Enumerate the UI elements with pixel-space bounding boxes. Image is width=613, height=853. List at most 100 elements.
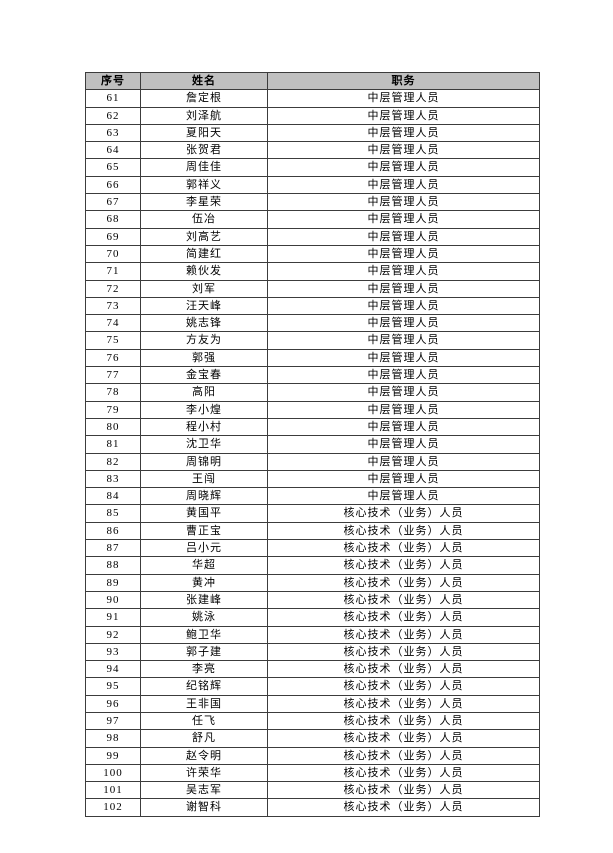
table-row: 70 简建红 中层管理人员 bbox=[85, 244, 540, 264]
table-row: 84 周晓辉 中层管理人员 bbox=[85, 487, 540, 506]
name-cell: 金宝春 bbox=[140, 366, 268, 385]
name-cell: 汪天峰 bbox=[140, 296, 268, 316]
table-row: 100 许荣华 核心技术（业务）人员 bbox=[85, 763, 540, 783]
table-row: 91 姚泳 核心技术（业务）人员 bbox=[85, 608, 540, 627]
title-cell: 中层管理人员 bbox=[267, 210, 540, 229]
name-cell: 黄冲 bbox=[140, 573, 268, 592]
table-row: 86 曹正宝 核心技术（业务）人员 bbox=[85, 521, 540, 541]
serial-cell: 86 bbox=[85, 521, 141, 541]
table-row: 81 沈卫华 中层管理人员 bbox=[85, 435, 540, 454]
serial-cell: 67 bbox=[85, 193, 141, 212]
table-row: 97 任飞 核心技术（业务）人员 bbox=[85, 711, 540, 731]
title-cell: 核心技术（业务）人员 bbox=[267, 781, 540, 800]
title-cell: 中层管理人员 bbox=[267, 227, 540, 246]
table-row: 85 黄国平 核心技术（业务）人员 bbox=[85, 504, 540, 523]
title-cell: 核心技术（业务）人员 bbox=[267, 677, 540, 696]
column-header-name: 姓名 bbox=[140, 71, 268, 91]
title-cell: 核心技术（业务）人员 bbox=[267, 660, 540, 679]
serial-cell: 76 bbox=[85, 348, 141, 368]
table-row: 77 金宝春 中层管理人员 bbox=[85, 366, 540, 385]
serial-cell: 88 bbox=[85, 556, 141, 575]
name-cell: 周锦明 bbox=[140, 452, 268, 471]
name-cell: 刘军 bbox=[140, 279, 268, 298]
serial-cell: 63 bbox=[85, 123, 141, 143]
title-cell: 中层管理人员 bbox=[267, 158, 540, 177]
name-cell: 郭祥义 bbox=[140, 175, 268, 195]
table-row: 61 詹定根 中层管理人员 bbox=[85, 89, 540, 108]
table-row: 68 伍冶 中层管理人员 bbox=[85, 210, 540, 229]
name-cell: 纪铭辉 bbox=[140, 677, 268, 696]
serial-cell: 65 bbox=[85, 158, 141, 177]
serial-cell: 73 bbox=[85, 296, 141, 316]
name-cell: 许荣华 bbox=[140, 763, 268, 783]
column-header-title: 职务 bbox=[267, 71, 540, 91]
serial-cell: 91 bbox=[85, 608, 141, 627]
title-cell: 中层管理人员 bbox=[267, 400, 540, 419]
serial-cell: 95 bbox=[85, 677, 141, 696]
title-cell: 核心技术（业务）人员 bbox=[267, 625, 540, 644]
table-row: 93 郭子建 核心技术（业务）人员 bbox=[85, 642, 540, 662]
title-cell: 核心技术（业务）人员 bbox=[267, 798, 540, 817]
name-cell: 方友为 bbox=[140, 331, 268, 350]
table-row: 96 王非国 核心技术（业务）人员 bbox=[85, 694, 540, 713]
name-cell: 周佳佳 bbox=[140, 158, 268, 177]
title-cell: 中层管理人员 bbox=[267, 469, 540, 489]
serial-cell: 89 bbox=[85, 573, 141, 592]
title-cell: 中层管理人员 bbox=[267, 279, 540, 298]
table-row: 80 程小村 中层管理人员 bbox=[85, 417, 540, 437]
table-row: 95 纪铭辉 核心技术（业务）人员 bbox=[85, 677, 540, 696]
serial-cell: 93 bbox=[85, 642, 141, 662]
name-cell: 沈卫华 bbox=[140, 435, 268, 454]
serial-cell: 72 bbox=[85, 279, 141, 298]
serial-cell: 96 bbox=[85, 694, 141, 713]
name-cell: 王非国 bbox=[140, 694, 268, 713]
title-cell: 中层管理人员 bbox=[267, 193, 540, 212]
serial-cell: 94 bbox=[85, 660, 141, 679]
serial-cell: 61 bbox=[85, 89, 141, 108]
table-row: 79 李小煌 中层管理人员 bbox=[85, 400, 540, 419]
table-row: 65 周佳佳 中层管理人员 bbox=[85, 158, 540, 177]
name-cell: 舒凡 bbox=[140, 729, 268, 748]
name-cell: 高阳 bbox=[140, 383, 268, 402]
table-row: 71 赖伙发 中层管理人员 bbox=[85, 262, 540, 281]
serial-cell: 84 bbox=[85, 487, 141, 506]
name-cell: 简建红 bbox=[140, 244, 268, 264]
serial-cell: 99 bbox=[85, 746, 141, 765]
table-row: 66 郭祥义 中层管理人员 bbox=[85, 175, 540, 195]
title-cell: 中层管理人员 bbox=[267, 487, 540, 506]
table-row: 72 刘军 中层管理人员 bbox=[85, 279, 540, 298]
name-cell: 王闯 bbox=[140, 469, 268, 489]
title-cell: 中层管理人员 bbox=[267, 175, 540, 195]
serial-cell: 66 bbox=[85, 175, 141, 195]
table-row: 78 高阳 中层管理人员 bbox=[85, 383, 540, 402]
column-header-serial: 序号 bbox=[85, 71, 141, 91]
title-cell: 中层管理人员 bbox=[267, 262, 540, 281]
name-cell: 刘泽航 bbox=[140, 106, 268, 125]
name-cell: 张建峰 bbox=[140, 590, 268, 610]
serial-cell: 83 bbox=[85, 469, 141, 489]
name-cell: 姚志锋 bbox=[140, 314, 268, 333]
table-row: 75 方友为 中层管理人员 bbox=[85, 331, 540, 350]
serial-cell: 69 bbox=[85, 227, 141, 246]
title-cell: 中层管理人员 bbox=[267, 123, 540, 143]
table-row: 90 张建峰 核心技术（业务）人员 bbox=[85, 590, 540, 610]
name-cell: 张贺君 bbox=[140, 141, 268, 160]
title-cell: 核心技术（业务）人员 bbox=[267, 504, 540, 523]
table-row: 94 李亮 核心技术（业务）人员 bbox=[85, 660, 540, 679]
serial-cell: 79 bbox=[85, 400, 141, 419]
serial-cell: 77 bbox=[85, 366, 141, 385]
title-cell: 中层管理人员 bbox=[267, 331, 540, 350]
table-row: 102 谢智科 核心技术（业务）人员 bbox=[85, 798, 540, 817]
title-cell: 核心技术（业务）人员 bbox=[267, 608, 540, 627]
title-cell: 核心技术（业务）人员 bbox=[267, 573, 540, 592]
serial-cell: 81 bbox=[85, 435, 141, 454]
name-cell: 姚泳 bbox=[140, 608, 268, 627]
title-cell: 核心技术（业务）人员 bbox=[267, 521, 540, 541]
serial-cell: 102 bbox=[85, 798, 141, 817]
name-cell: 任飞 bbox=[140, 711, 268, 731]
name-cell: 吕小元 bbox=[140, 539, 268, 558]
serial-cell: 85 bbox=[85, 504, 141, 523]
name-cell: 华超 bbox=[140, 556, 268, 575]
title-cell: 中层管理人员 bbox=[267, 89, 540, 108]
